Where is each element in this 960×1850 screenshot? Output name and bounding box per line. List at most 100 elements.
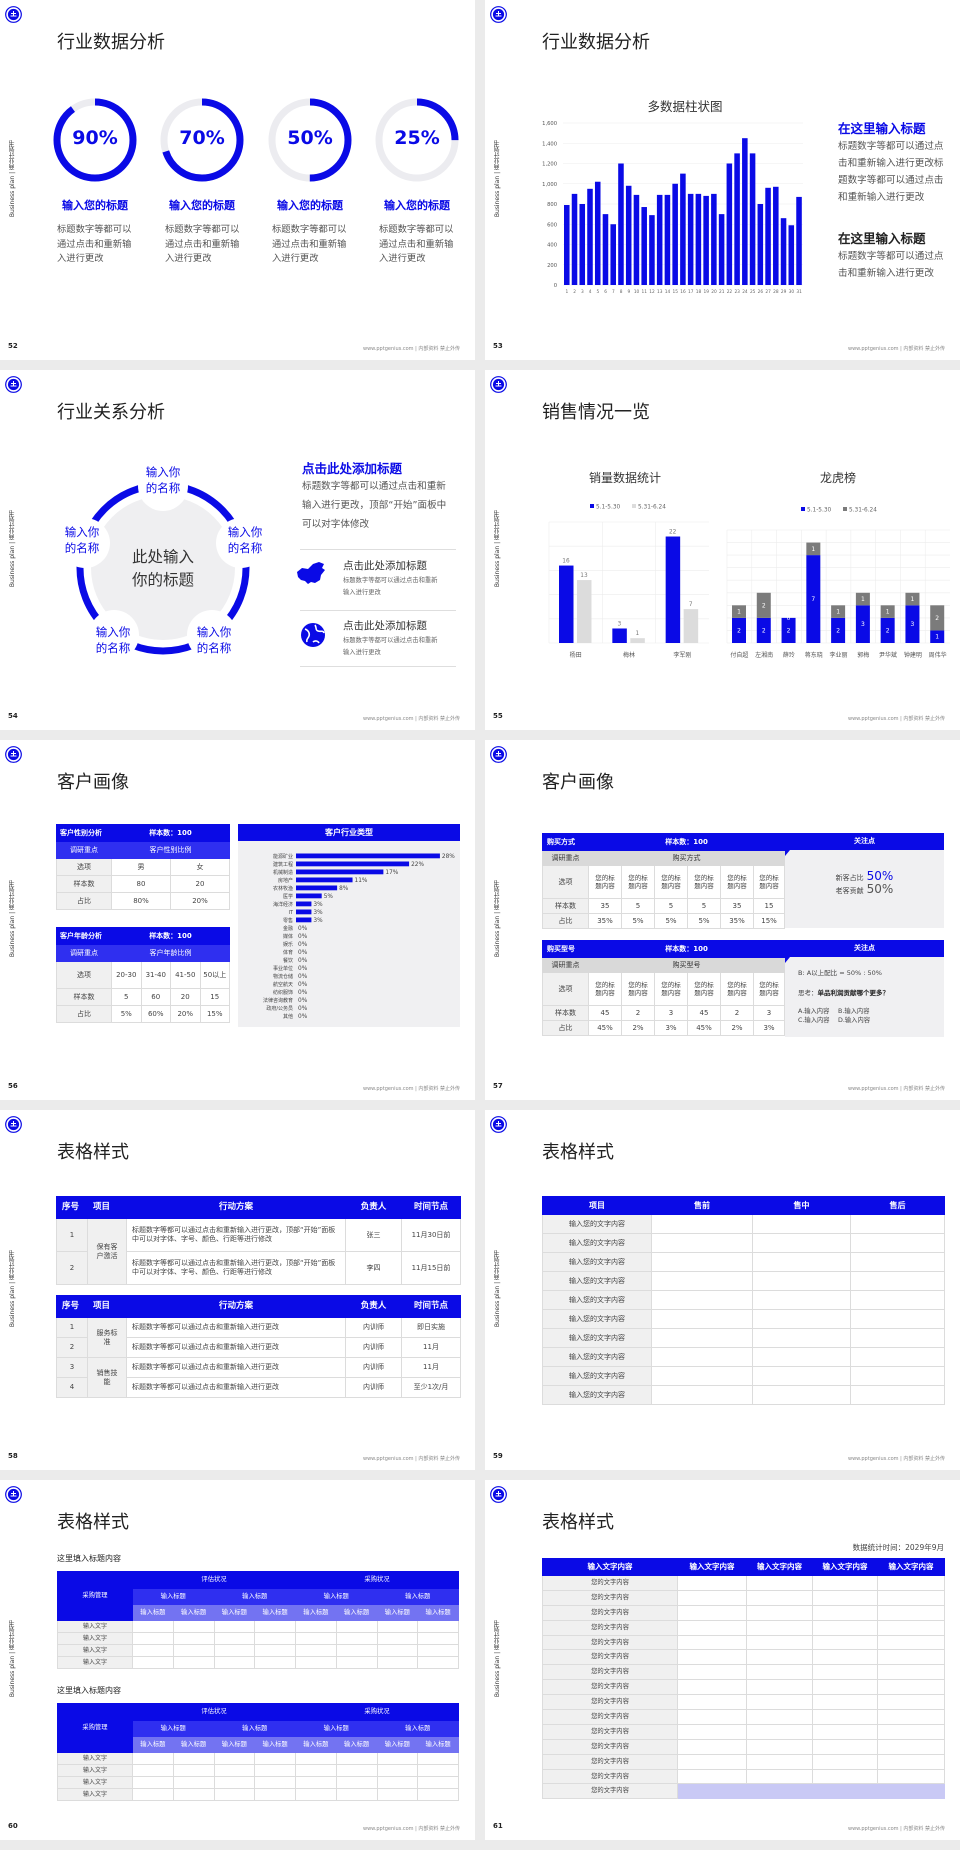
empty-cell	[651, 1385, 753, 1405]
column-header: 输入标题	[132, 1604, 174, 1621]
category-label: 农林牧渔	[273, 885, 293, 892]
cell-text: 3%	[763, 1023, 775, 1032]
footer-text: www.pptgenius.com | 内部资料 禁止外传	[362, 1086, 460, 1092]
table-title: 购买方式	[542, 833, 589, 851]
empty-cell	[651, 1328, 753, 1348]
bar-segment	[930, 605, 945, 631]
empty-cell	[746, 1575, 813, 1591]
bar	[780, 218, 787, 285]
empty-cell	[213, 1764, 256, 1777]
table-row: 样本数 45 2 3 45 2 3	[542, 1005, 786, 1021]
data-label: 0%	[298, 982, 308, 988]
x-tick-label: 9	[627, 289, 630, 295]
slide-54: Business plan | 商业计划书 54 www.pptgenius.com…	[0, 370, 475, 730]
column-header: 输入标题	[376, 1736, 419, 1753]
table-row: 调研重点 客户年龄比例	[56, 944, 230, 962]
table-cell: 5	[687, 898, 721, 914]
empty-cell	[376, 1776, 419, 1789]
data-label: 16	[562, 559, 570, 565]
panel-title: 关注点	[785, 833, 944, 850]
table-row: 采购管理 评估状况 采购状况	[57, 1703, 459, 1753]
row-label: 输入文字	[57, 1788, 133, 1801]
bar	[742, 138, 748, 285]
empty-cell	[746, 1694, 813, 1711]
center-title: 此处输入你的标题	[131, 548, 194, 589]
category-label: 纺织服饰	[273, 989, 293, 996]
empty-cell	[850, 1233, 945, 1253]
x-tick-label: 13	[657, 289, 663, 295]
table-cell: 35	[588, 898, 622, 914]
row-label: 您的文字内容	[542, 1649, 678, 1666]
empty-cell	[850, 1290, 945, 1310]
empty-cell	[877, 1709, 945, 1725]
empty-cell	[677, 1649, 747, 1666]
cell-text: 15%	[761, 916, 777, 925]
column-header: 负责人	[345, 1196, 402, 1219]
bar	[749, 153, 756, 285]
bar	[564, 205, 570, 285]
divider	[300, 666, 456, 667]
x-tick-label: 21	[719, 289, 725, 295]
empty-cell	[812, 1619, 878, 1636]
row-number: 4	[56, 1377, 88, 1398]
bar	[602, 214, 609, 285]
y-tick-label: 1,200	[542, 162, 557, 168]
x-tick-label: 19	[703, 289, 709, 295]
empty-cell	[812, 1738, 878, 1755]
page-number: 59	[493, 1452, 503, 1460]
empty-cell	[850, 1328, 945, 1348]
data-label: 28%	[442, 854, 455, 860]
y-tick-label: 600	[547, 222, 557, 228]
bar-segment	[756, 592, 771, 618]
bar	[633, 194, 640, 285]
empty-cell	[172, 1656, 215, 1669]
table-row: 1 保有客户激活 标题数字等都可以通过点击和重新输入进行更改，顶部“开始”面板中可以…	[56, 1218, 461, 1285]
empty-cell	[335, 1752, 378, 1765]
category-label: 事业单位	[273, 965, 293, 972]
table-cell: 您的标题内容	[752, 865, 786, 899]
table-row: 4 标题数字等都可以通过点击和重新输入进行更改 内训师 至少1次/月	[56, 1377, 461, 1398]
row-label: 输入文字	[57, 1644, 133, 1657]
china-map-icon	[295, 560, 327, 590]
subgroup-header: 输入标题	[295, 1588, 378, 1605]
table-row: 项目 售前 售中 售后	[542, 1196, 945, 1215]
empty-cell	[850, 1309, 945, 1329]
table-row: 您的文字内容	[542, 1723, 945, 1740]
ring-progress	[53, 98, 137, 182]
ring-heading: 输入您的标题	[169, 199, 235, 212]
column-header: 输入标题	[132, 1736, 174, 1753]
bar-segment	[855, 605, 870, 643]
category-label: 房地产	[278, 877, 293, 884]
chart-canvas: 多数据柱状图 0 200 400 600 800 1,000 1,200 1,400 1,600 1…	[542, 99, 803, 295]
bar	[296, 869, 384, 875]
row-label: 您的文字内容	[542, 1664, 678, 1681]
subgroup-header: 输入标题	[132, 1720, 215, 1737]
empty-cell	[677, 1709, 747, 1725]
x-tick-label: 周伟华	[929, 651, 947, 659]
footer-text: www.pptgenius.com | 内部资料 禁止外传	[847, 1086, 945, 1092]
cell-text: 2%	[731, 1023, 743, 1032]
empty-cell	[335, 1632, 378, 1645]
bar	[726, 163, 733, 285]
cell-text: 5	[701, 901, 707, 910]
gender-table: 客户性别分析 样本数：100 调研重点 客户性别比例 选项男女样本数 80 20 占比 80% 2…	[56, 824, 230, 910]
option: C.输入内容	[798, 1017, 830, 1024]
column-header: 售中	[752, 1196, 851, 1215]
column-header: 序号	[56, 1295, 88, 1318]
data-label: 0%	[298, 950, 308, 956]
bar-segment	[855, 592, 870, 606]
empty-cell	[746, 1753, 813, 1770]
cell-text: 3%	[665, 1023, 677, 1032]
table-row: 输入您的文字内容	[542, 1214, 945, 1234]
focus-label: 调研重点	[56, 841, 112, 859]
empty-cell	[254, 1788, 296, 1801]
x-tick-label: 24	[742, 289, 748, 295]
table-row: 您的文字内容	[542, 1664, 945, 1681]
row-label: 输入您的文字内容	[542, 1252, 652, 1272]
row-label: 您的文字内容	[542, 1738, 678, 1755]
empty-cell	[254, 1776, 296, 1789]
plan-cell: 标题数字等都可以通过点击和重新输入进行更改，顶部“开始”面板中可以对字体、字号、…	[126, 1218, 346, 1252]
table-cell: 5%	[687, 913, 721, 929]
x-tick-label: 17	[688, 289, 694, 295]
table-row: 调研重点 购买方式	[542, 850, 786, 866]
